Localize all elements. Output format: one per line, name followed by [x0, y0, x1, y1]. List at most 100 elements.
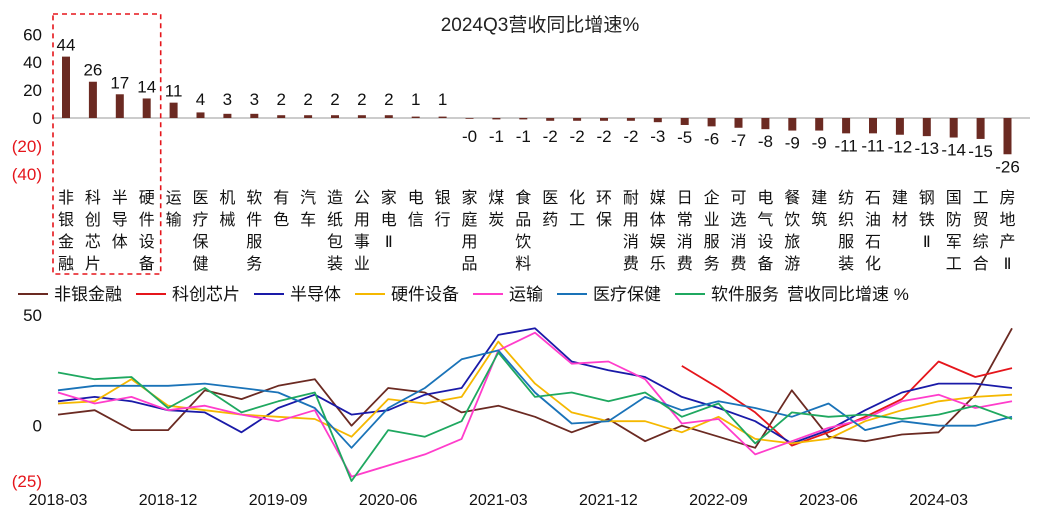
bar-value-label: -7 — [731, 131, 746, 150]
bar-category-label: 建材 — [892, 189, 908, 229]
bar-mark — [88, 81, 97, 118]
bar-category-label: 机械 — [219, 189, 235, 229]
series-line — [681, 360, 1013, 447]
line-x-tick-label: 2023-06 — [799, 492, 858, 509]
bar-category-label: 食品饮料 — [515, 189, 531, 273]
bar-value-label: -1 — [489, 127, 504, 146]
legend-label: 硬件设备 — [391, 285, 459, 304]
line-y-tick-label: 0 — [33, 417, 42, 436]
bar-mark — [115, 94, 124, 118]
bar-y-tick-label: 20 — [23, 81, 42, 100]
bar-value-label: 3 — [250, 90, 259, 109]
bar-value-label: -15 — [968, 142, 993, 161]
bar-mark — [277, 115, 286, 118]
bar-mark — [357, 115, 366, 118]
legend-label: 运输 — [509, 285, 543, 304]
bar-y-tick-label: 0 — [33, 109, 42, 128]
legend-label: 软件服务 — [711, 285, 779, 304]
bar-mark — [492, 118, 501, 120]
bar-category-label: 餐饮旅游 — [784, 189, 800, 273]
bar-value-label: -13 — [915, 139, 940, 158]
bar-category-label: 石油石化 — [865, 190, 881, 273]
bar-category-label: 非银金融 — [58, 189, 74, 273]
bar-value-label: -2 — [543, 127, 558, 146]
bar-mark — [438, 116, 447, 118]
bar-category-label: 有色 — [273, 189, 289, 229]
line-x-tick-label: 2018-12 — [139, 492, 198, 509]
bar-category-label: 硬件设备 — [139, 190, 155, 273]
bar-value-label: 1 — [438, 90, 447, 109]
bar-category-label: 医药 — [542, 190, 558, 229]
bar-mark — [169, 102, 178, 118]
bar-mark — [304, 115, 313, 118]
bar-value-label: 2 — [384, 90, 393, 109]
bar-mark — [869, 118, 877, 134]
bar-category-label: 耐用消费 — [623, 189, 639, 273]
bar-category-label: 煤炭 — [488, 189, 504, 229]
legend-label: 非银金融 — [54, 285, 122, 304]
bar-value-label: -0 — [462, 127, 477, 146]
bar-mark — [1003, 118, 1012, 155]
bar-category-label: 可选消费 — [730, 190, 746, 273]
line-x-tick-label: 2021-12 — [579, 492, 638, 509]
bar-mark — [815, 118, 824, 131]
bar-value-label: -5 — [677, 128, 692, 147]
highlight-box — [52, 13, 162, 275]
bar-y-tick-label: (20) — [12, 137, 42, 156]
series-line — [57, 349, 1013, 449]
bar-y-tick-label: 60 — [23, 25, 42, 44]
bar-mark — [62, 56, 70, 118]
bar-value-label: 2 — [357, 90, 366, 109]
line-x-tick-label: 2020-06 — [359, 492, 418, 509]
bar-value-label: -1 — [516, 127, 531, 146]
bar-mark — [922, 118, 931, 137]
bar-mark — [331, 115, 339, 118]
bar-value-label: -6 — [704, 129, 719, 148]
bar-value-label: 26 — [83, 61, 102, 80]
bar-value-label: -9 — [785, 134, 800, 153]
bar-category-label: 化工 — [569, 189, 585, 229]
bar-y-tick-label: 40 — [23, 53, 42, 72]
bar-value-label: -2 — [623, 127, 638, 146]
legend-label: 半导体 — [290, 285, 341, 304]
bar-mark — [626, 118, 635, 121]
bar-category-label: 公用事业 — [354, 190, 370, 273]
bar-category-label: 日常消费 — [677, 190, 693, 273]
bar-mark — [788, 118, 797, 131]
bar-mark — [680, 118, 689, 125]
line-x-tick-label: 2018-03 — [29, 492, 88, 509]
bar-category-label: 钢铁 Ⅱ — [919, 189, 935, 251]
bar-category-label: 银行 — [435, 189, 451, 229]
bar-value-label: -2 — [596, 127, 611, 146]
bar-y-tick-label: (40) — [12, 165, 42, 184]
bar-mark — [949, 118, 958, 138]
bar-value-label: -2 — [570, 127, 585, 146]
bar-mark — [734, 118, 743, 128]
bar-mark — [546, 118, 555, 121]
bar-category-label: 造纸包装 — [327, 189, 343, 273]
line-y-tick-label: 50 — [23, 306, 42, 325]
bar-value-label: -11 — [834, 136, 857, 155]
legend-label: 科创芯片 — [172, 285, 240, 304]
bar-value-label: -11 — [861, 136, 884, 155]
bar-category-label: 电气设备 — [757, 189, 773, 273]
bar-category-label: 科创芯片 — [85, 189, 101, 273]
bar-value-label: 2 — [303, 90, 312, 109]
bar-mark — [842, 118, 851, 134]
bar-category-label: 国防军工 — [946, 190, 962, 273]
bar-value-label: -14 — [941, 141, 966, 160]
bar-category-label: 建筑 — [811, 189, 827, 229]
bar-category-label: 半导体 — [112, 189, 128, 251]
bar-mark — [465, 118, 474, 119]
bar-value-label: 14 — [137, 77, 156, 96]
legend-label: 医疗保健 — [593, 285, 661, 304]
bar-category-label: 运输 — [166, 189, 182, 229]
bar-value-label: -12 — [888, 138, 913, 157]
bar-category-label: 电信 — [408, 189, 424, 229]
line-y-tick-label: (25) — [12, 472, 42, 491]
bar-category-label: 软件服务 — [246, 189, 262, 273]
bar-mark — [519, 118, 528, 120]
bar-mark — [895, 118, 904, 135]
bar-category-label: 家庭用品 — [461, 189, 477, 273]
